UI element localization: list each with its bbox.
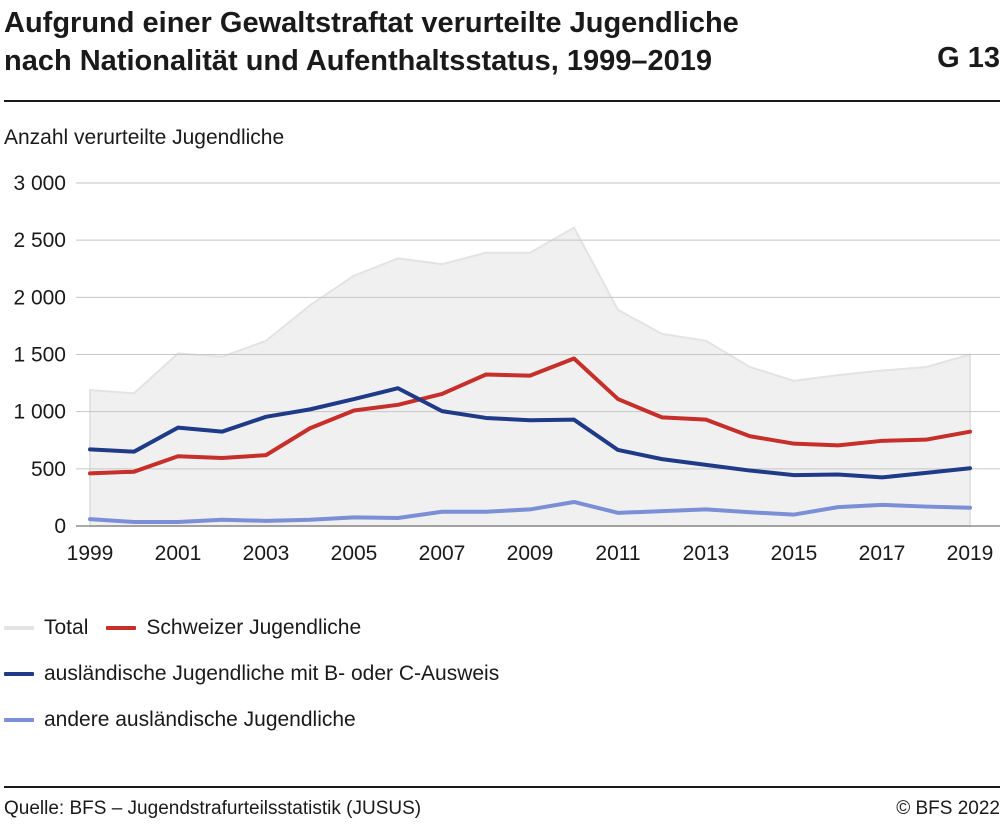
top-rule bbox=[4, 100, 1000, 102]
legend-label-swiss: Schweizer Jugendliche bbox=[146, 616, 362, 639]
y-tick-label-0: 0 bbox=[54, 515, 66, 538]
legend: Total Schweizer Jugendliche ausländische… bbox=[4, 612, 517, 750]
legend-swatch-foreign-other bbox=[4, 718, 34, 722]
title-line-2: nach Nationalität und Aufenthaltsstatus,… bbox=[4, 45, 713, 77]
chart-title: Aufgrund einer Gewaltstraftat verurteilt… bbox=[4, 4, 864, 80]
series-line-swiss bbox=[88, 356, 972, 476]
title-line-1: Aufgrund einer Gewaltstraftat verurteilt… bbox=[4, 7, 739, 39]
grid-layer bbox=[76, 182, 1000, 527]
bottom-rule bbox=[4, 786, 1000, 788]
x-tick-label-1999: 1999 bbox=[67, 542, 114, 565]
x-tick-label-2001: 2001 bbox=[155, 542, 202, 565]
y-tick-layer: 0 500 1 000 1 500 2 000 2 500 3 000 bbox=[13, 172, 66, 538]
y-tick-label-4: 2 000 bbox=[13, 286, 66, 309]
legend-item-foreign-other: andere ausländische Jugendliche bbox=[4, 708, 356, 732]
legend-swatch-total bbox=[4, 626, 34, 630]
legend-row-3: andere ausländische Jugendliche bbox=[4, 704, 517, 736]
legend-row-2: ausländische Jugendliche mit B- oder C-A… bbox=[4, 658, 517, 690]
x-tick-label-2009: 2009 bbox=[507, 542, 554, 565]
legend-swatch-foreign-bc bbox=[4, 672, 34, 676]
y-tick-label-6: 3 000 bbox=[13, 172, 66, 195]
x-tick-label-2017: 2017 bbox=[859, 542, 906, 565]
source-note: Quelle: BFS – Jugendstrafurteilsstatisti… bbox=[4, 798, 422, 819]
copyright-note: © BFS 2022 bbox=[896, 798, 1000, 819]
x-tick-label-2019: 2019 bbox=[947, 542, 994, 565]
x-tick-label-2005: 2005 bbox=[331, 542, 378, 565]
legend-swatch-swiss bbox=[106, 626, 137, 630]
x-tick-label-2007: 2007 bbox=[419, 542, 466, 565]
x-tick-label-2003: 2003 bbox=[243, 542, 290, 565]
legend-item-total: Total bbox=[4, 616, 88, 640]
series-line-foreign-other bbox=[88, 499, 972, 524]
y-tick-label-2: 1 000 bbox=[13, 401, 66, 424]
x-tick-label-2013: 2013 bbox=[683, 542, 730, 565]
legend-item-foreign-bc: ausländische Jugendliche mit B- oder C-A… bbox=[4, 662, 499, 686]
line-chart: 0 500 1 000 1 500 2 000 2 500 3 000 1999 2001 20… bbox=[13, 172, 1000, 565]
y-axis-label: Anzahl verurteilte Jugendliche bbox=[4, 126, 285, 149]
legend-label-foreign-bc: ausländische Jugendliche mit B- oder C-A… bbox=[44, 662, 500, 685]
y-tick-label-3: 1 500 bbox=[13, 344, 66, 367]
x-tick-label-2011: 2011 bbox=[595, 542, 640, 565]
legend-label-total: Total bbox=[44, 616, 89, 639]
x-tick-label-2015: 2015 bbox=[771, 542, 818, 565]
legend-row-1: Total Schweizer Jugendliche bbox=[4, 612, 517, 644]
y-tick-label-5: 2 500 bbox=[13, 229, 66, 252]
legend-item-swiss: Schweizer Jugendliche bbox=[106, 616, 361, 640]
x-tick-layer: 1999 2001 2003 2005 2007 2009 2011 2013 2015 2017… bbox=[67, 542, 994, 565]
legend-label-foreign-other: andere ausländische Jugendliche bbox=[44, 708, 356, 731]
series-line-foreign-bc bbox=[88, 386, 972, 480]
y-tick-label-1: 500 bbox=[31, 458, 66, 481]
figure-code: G 13 bbox=[937, 42, 1000, 74]
line-layer bbox=[88, 356, 972, 524]
